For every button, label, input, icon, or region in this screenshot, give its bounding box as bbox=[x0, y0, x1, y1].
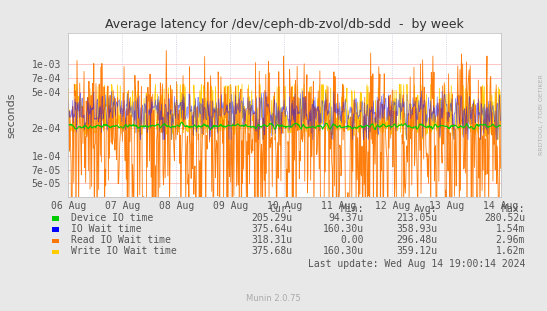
Text: seconds: seconds bbox=[7, 92, 16, 138]
Text: Cur:: Cur: bbox=[269, 204, 293, 214]
Text: 280.52u: 280.52u bbox=[484, 213, 525, 223]
Text: 14 Aug: 14 Aug bbox=[483, 201, 518, 211]
Text: 94.37u: 94.37u bbox=[329, 213, 364, 223]
Text: Read IO Wait time: Read IO Wait time bbox=[71, 235, 171, 245]
Text: Min:: Min: bbox=[340, 204, 364, 214]
Text: 160.30u: 160.30u bbox=[323, 224, 364, 234]
Text: 11 Aug: 11 Aug bbox=[321, 201, 356, 211]
Text: 359.12u: 359.12u bbox=[397, 246, 438, 256]
Text: 12 Aug: 12 Aug bbox=[375, 201, 410, 211]
Text: 07 Aug: 07 Aug bbox=[105, 201, 140, 211]
Text: Avg:: Avg: bbox=[414, 204, 438, 214]
Text: 2.96m: 2.96m bbox=[496, 235, 525, 245]
Text: IO Wait time: IO Wait time bbox=[71, 224, 142, 234]
Text: 10 Aug: 10 Aug bbox=[267, 201, 302, 211]
Text: 205.29u: 205.29u bbox=[252, 213, 293, 223]
Text: Munin 2.0.75: Munin 2.0.75 bbox=[246, 294, 301, 303]
Text: 09 Aug: 09 Aug bbox=[213, 201, 248, 211]
Text: 13 Aug: 13 Aug bbox=[429, 201, 464, 211]
Text: RRDTOOL / TOBI OETIKER: RRDTOOL / TOBI OETIKER bbox=[538, 75, 543, 156]
Text: Last update: Wed Aug 14 19:00:14 2024: Last update: Wed Aug 14 19:00:14 2024 bbox=[308, 259, 525, 269]
Text: Write IO Wait time: Write IO Wait time bbox=[71, 246, 177, 256]
Text: 08 Aug: 08 Aug bbox=[159, 201, 194, 211]
Text: 1.54m: 1.54m bbox=[496, 224, 525, 234]
Text: 213.05u: 213.05u bbox=[397, 213, 438, 223]
Text: 296.48u: 296.48u bbox=[397, 235, 438, 245]
Text: Max:: Max: bbox=[502, 204, 525, 214]
Text: 375.68u: 375.68u bbox=[252, 246, 293, 256]
Text: 318.31u: 318.31u bbox=[252, 235, 293, 245]
Text: 1.62m: 1.62m bbox=[496, 246, 525, 256]
Text: 0.00: 0.00 bbox=[340, 235, 364, 245]
Title: Average latency for /dev/ceph-db-zvol/db-sdd  -  by week: Average latency for /dev/ceph-db-zvol/db… bbox=[105, 18, 464, 31]
Text: Device IO time: Device IO time bbox=[71, 213, 153, 223]
Text: 358.93u: 358.93u bbox=[397, 224, 438, 234]
Text: 06 Aug: 06 Aug bbox=[51, 201, 86, 211]
Text: 375.64u: 375.64u bbox=[252, 224, 293, 234]
Text: 160.30u: 160.30u bbox=[323, 246, 364, 256]
